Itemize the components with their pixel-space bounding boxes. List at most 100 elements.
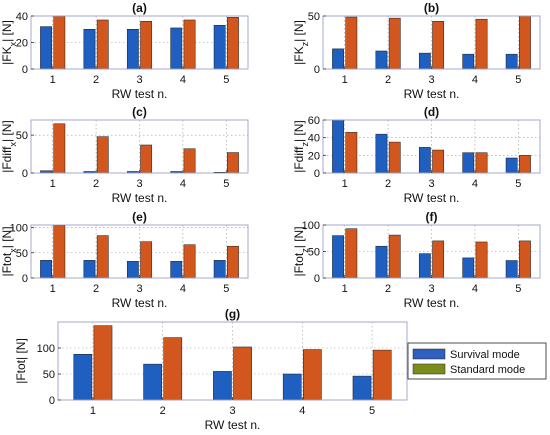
- x-tick-label: 2: [385, 74, 391, 86]
- y-tick-label: 60: [308, 115, 320, 127]
- bar-survival: [375, 245, 388, 279]
- y-axis-label: |Fdiffz| [N]: [292, 120, 310, 173]
- y-tick-label: 0: [314, 273, 320, 285]
- y-tick-label: 50: [16, 248, 28, 260]
- x-tick-label: 5: [515, 74, 521, 86]
- bar-survival: [83, 29, 96, 70]
- bar-survival: [352, 375, 372, 401]
- chart-panel-6: 0 50 100 1 2 3 4 5 (g) RW test n. |Ftot| [N]: [14, 307, 408, 432]
- bar-survival: [332, 235, 344, 279]
- bar-survival: [505, 260, 518, 279]
- x-tick-label: 3: [136, 283, 142, 295]
- bar-survival: [462, 257, 475, 279]
- y-tick-label: 0: [22, 273, 28, 285]
- y-tick-label: 40: [16, 11, 28, 23]
- x-tick-label: 3: [229, 405, 235, 417]
- x-tick-label: 4: [472, 178, 478, 190]
- x-tick-label: 2: [93, 283, 99, 295]
- x-tick-label: 1: [342, 74, 348, 86]
- bar-survival: [375, 50, 388, 70]
- x-tick-label: 1: [342, 178, 348, 190]
- panel-title: (g): [225, 307, 240, 321]
- bar-standard: [345, 132, 358, 174]
- x-axis-label: RW test n.: [404, 296, 460, 310]
- x-tick-label: 2: [385, 178, 391, 190]
- bar-standard: [475, 18, 488, 70]
- x-tick-label: 5: [515, 283, 521, 295]
- bar-survival: [40, 26, 52, 70]
- bar-standard: [96, 235, 109, 279]
- x-tick-label: 2: [385, 283, 391, 295]
- bar-standard: [53, 15, 66, 70]
- y-axis-label: |FKz| [N]: [292, 20, 310, 65]
- bar-standard: [140, 144, 153, 174]
- x-tick-label: 4: [180, 283, 186, 295]
- bar-standard: [388, 17, 401, 70]
- bar-standard: [140, 241, 153, 279]
- y-tick-label: 20: [308, 150, 320, 162]
- panel-title: (b): [424, 1, 439, 15]
- y-tick-label: 50: [308, 11, 320, 23]
- x-tick-label: 4: [180, 74, 186, 86]
- x-tick-label: 1: [50, 283, 56, 295]
- y-tick-label: 0: [314, 64, 320, 76]
- y-axis-label: |Ftotx| [N]: [0, 226, 18, 276]
- bar-survival: [375, 133, 388, 174]
- x-tick-label: 5: [369, 405, 375, 417]
- bar-standard: [345, 228, 358, 279]
- bar-standard: [163, 337, 183, 401]
- x-tick-label: 1: [342, 283, 348, 295]
- bar-survival: [213, 260, 226, 279]
- bar-survival: [418, 147, 431, 174]
- y-tick-label: 0: [314, 168, 320, 180]
- y-tick-label: 100: [302, 220, 320, 232]
- x-tick-label: 3: [136, 74, 142, 86]
- bar-standard: [519, 240, 531, 279]
- bar-standard: [183, 148, 196, 174]
- chart-panel-1: 0 50 1 2 3 4 5 (b) RW test n. |FKz| [N]: [292, 1, 541, 101]
- y-tick-label: 40: [308, 133, 320, 145]
- bar-standard: [345, 16, 358, 70]
- bar-survival: [170, 27, 183, 70]
- x-tick-label: 4: [299, 405, 305, 417]
- chart-panel-2: 0 50 1 2 3 4 5 (c) RW test n. |Fdiffx| [N]: [0, 105, 249, 205]
- bar-standard: [432, 240, 445, 279]
- y-tick-label: 20: [16, 38, 28, 50]
- x-tick-label: 2: [93, 74, 99, 86]
- x-tick-label: 3: [428, 74, 434, 86]
- x-tick-label: 1: [50, 178, 56, 190]
- bar-survival: [462, 152, 475, 174]
- bar-survival: [213, 25, 226, 70]
- x-tick-label: 2: [93, 178, 99, 190]
- x-axis-label: RW test n.: [205, 418, 261, 432]
- y-tick-label: 0: [22, 168, 28, 180]
- bar-standard: [233, 346, 252, 401]
- y-axis-label: |Ftotz| [N]: [292, 226, 310, 276]
- x-tick-label: 1: [90, 405, 96, 417]
- x-tick-label: 2: [160, 405, 166, 417]
- bar-standard: [388, 141, 401, 174]
- bar-survival: [126, 29, 139, 70]
- x-tick-label: 5: [223, 283, 229, 295]
- chart-panel-0: 0 20 40 1 2 3 4 5 (a) RW test n. |FKx| [N]: [0, 1, 249, 101]
- bar-survival: [126, 261, 139, 279]
- bar-survival: [505, 53, 518, 70]
- bar-standard: [227, 17, 239, 70]
- bar-survival: [462, 53, 475, 70]
- bar-standard: [96, 136, 109, 174]
- bar-survival: [73, 353, 93, 401]
- bar-survival: [418, 253, 431, 279]
- chart-panel-4: 0 50 100 1 2 3 4 5 (e) RW test n. |Ftotx| [N]: [0, 210, 249, 310]
- legend-label-standard: Standard mode: [450, 364, 525, 376]
- x-tick-label: 3: [428, 283, 434, 295]
- bar-standard: [227, 152, 239, 174]
- y-tick-label: 0: [49, 395, 55, 407]
- x-tick-label: 4: [180, 178, 186, 190]
- x-axis-label: RW test n.: [404, 191, 460, 205]
- bar-survival: [282, 373, 302, 401]
- bar-survival: [213, 371, 232, 401]
- bar-standard: [475, 152, 488, 174]
- x-tick-label: 3: [428, 178, 434, 190]
- y-axis-label: |Ftot| [N]: [14, 338, 28, 384]
